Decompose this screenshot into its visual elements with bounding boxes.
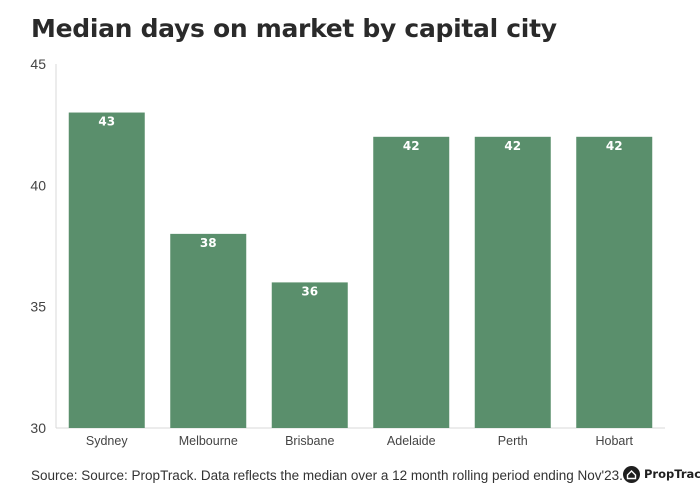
bar-value-label: 42 [403, 139, 420, 153]
bar-value-label: 43 [98, 115, 115, 129]
chart-title: Median days on market by capital city [31, 14, 557, 43]
bar [271, 282, 348, 428]
y-tick-label: 40 [30, 177, 46, 193]
x-tick-label: Adelaide [387, 434, 436, 448]
y-tick-label: 45 [30, 56, 46, 72]
proptrack-logo: PropTrack [623, 465, 700, 483]
y-tick-label: 30 [30, 420, 46, 436]
bar-chart: 30 35 40 45 43 Sydney 38 Melbourne 36 Brisbane 42 A… [30, 56, 665, 448]
y-tick-label: 35 [30, 299, 46, 315]
bar-value-label: 36 [301, 284, 318, 298]
bar [576, 136, 653, 429]
bar [373, 136, 450, 429]
x-tick-label: Perth [498, 434, 528, 448]
bar [170, 233, 247, 428]
x-tick-label: Brisbane [285, 434, 334, 448]
bar-value-label: 38 [200, 236, 217, 250]
proptrack-logo-icon [623, 465, 640, 483]
bar [68, 112, 145, 429]
bar-value-label: 42 [504, 139, 521, 153]
source-note: Source: Source: PropTrack. Data reflects… [31, 468, 623, 483]
x-tick-label: Hobart [595, 434, 633, 448]
x-tick-label: Melbourne [179, 434, 238, 448]
bar [474, 136, 551, 429]
proptrack-logo-text: PropTrack [644, 467, 700, 481]
x-tick-label: Sydney [86, 434, 128, 448]
bar-value-label: 42 [606, 139, 623, 153]
